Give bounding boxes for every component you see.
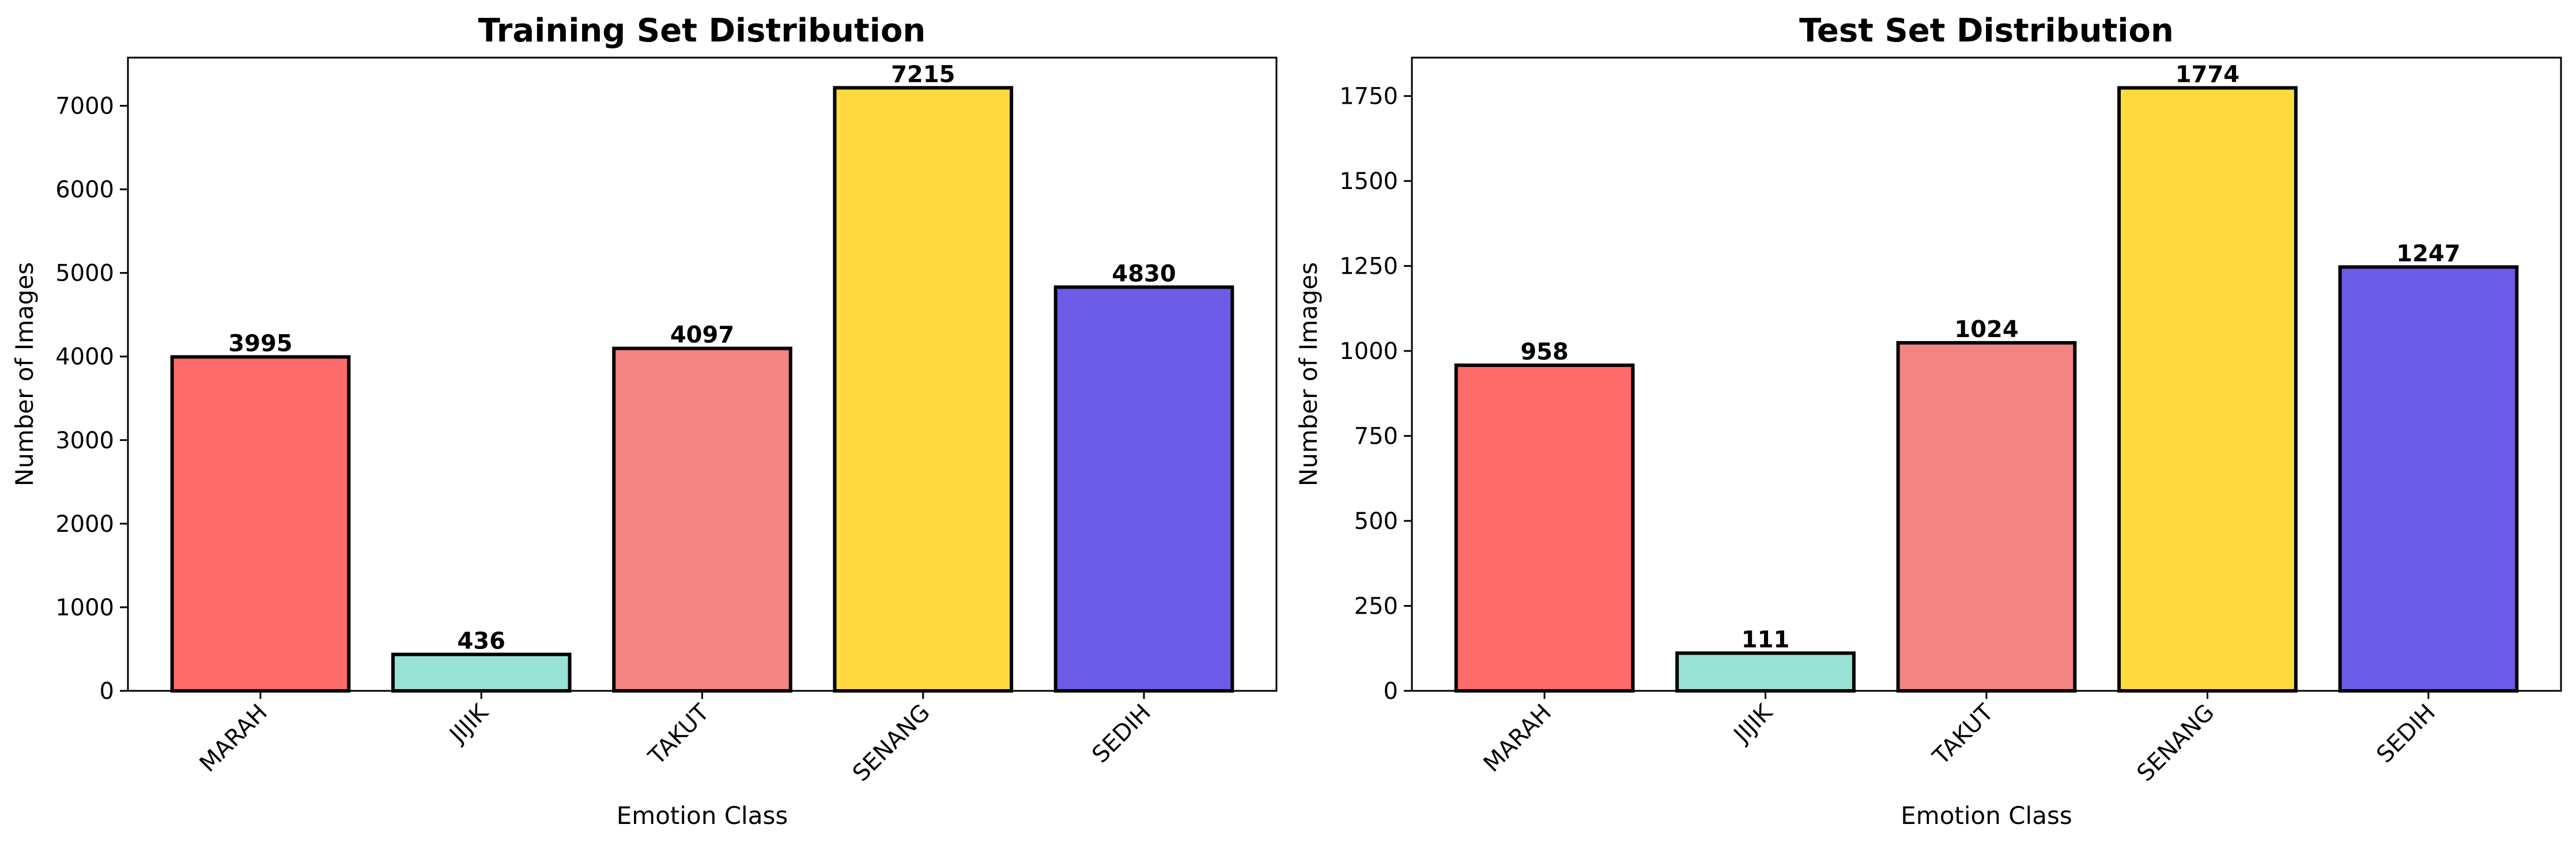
data-label-sedih: 4830 xyxy=(1112,260,1176,287)
y-tick-label: 0 xyxy=(100,678,114,705)
chart-title: Test Set Distribution xyxy=(1799,12,2174,50)
data-label-senang: 1774 xyxy=(2175,62,2239,88)
data-label-marah: 3995 xyxy=(228,330,292,357)
y-tick-label: 1000 xyxy=(55,595,114,621)
bar-jijik xyxy=(391,652,572,693)
data-label-sedih: 1247 xyxy=(2396,240,2460,267)
data-label-jijik: 436 xyxy=(457,628,505,655)
data-label-jijik: 111 xyxy=(1742,627,1790,653)
x-axis-label: Emotion Class xyxy=(617,801,788,830)
x-axis-label: Emotion Class xyxy=(1901,801,2072,830)
y-tick-label: 250 xyxy=(1354,593,1398,620)
bar-sedih xyxy=(2338,265,2519,693)
bar-jijik xyxy=(1675,651,1856,693)
bar-senang xyxy=(833,86,1014,693)
x-tick-label-marah: MARAH xyxy=(195,699,273,777)
x-tick-label-takut: TAKUT xyxy=(643,699,715,770)
bar-sedih xyxy=(1053,285,1234,693)
y-tick-label: 500 xyxy=(1354,508,1398,535)
x-tick-label-senang: SENANG xyxy=(2132,699,2220,787)
y-tick-label: 1750 xyxy=(1339,84,1398,110)
x-tick-label-sedih: SEDIH xyxy=(2371,699,2441,769)
x-tick-label-jijik: JIJIK xyxy=(1728,698,1778,749)
y-tick-label: 7000 xyxy=(55,93,114,120)
x-tick-label-takut: TAKUT xyxy=(1928,699,1999,770)
y-tick-label: 4000 xyxy=(55,344,114,370)
data-label-takut: 4097 xyxy=(670,322,734,349)
data-label-senang: 7215 xyxy=(891,61,955,88)
y-tick-label: 1500 xyxy=(1339,168,1398,195)
y-axis-label: Number of Images xyxy=(10,262,39,486)
data-label-takut: 1024 xyxy=(1954,316,2018,343)
data-label-marah: 958 xyxy=(1520,339,1569,365)
y-tick-label: 2000 xyxy=(55,511,114,538)
y-axis-label: Number of Images xyxy=(1294,262,1323,486)
y-tick-label: 1250 xyxy=(1339,254,1398,280)
bar-takut xyxy=(612,346,792,693)
y-tick-label: 750 xyxy=(1354,423,1398,450)
x-tick-label-senang: SENANG xyxy=(848,699,935,787)
x-tick-label-marah: MARAH xyxy=(1479,699,1557,777)
y-tick-label: 6000 xyxy=(55,177,114,203)
bar-takut xyxy=(1896,341,2077,693)
x-tick-label-jijik: JIJIK xyxy=(444,698,494,749)
bar-marah xyxy=(1454,363,1635,693)
bar-marah xyxy=(170,355,351,693)
chart-panel-2: Test Set Distribution 958 111 1024 1774 1247 0… xyxy=(1294,12,2562,830)
y-tick-label: 5000 xyxy=(55,260,114,287)
y-tick-label: 0 xyxy=(1384,678,1398,705)
chart-panel-1: Training Set Distribution 3995 436 4097 7215… xyxy=(10,12,1278,830)
chart-title: Training Set Distribution xyxy=(478,12,926,50)
y-tick-label: 3000 xyxy=(55,428,114,454)
y-tick-label: 1000 xyxy=(1339,338,1398,365)
x-tick-label-sedih: SEDIH xyxy=(1087,699,1156,769)
bar-senang xyxy=(2117,86,2298,693)
